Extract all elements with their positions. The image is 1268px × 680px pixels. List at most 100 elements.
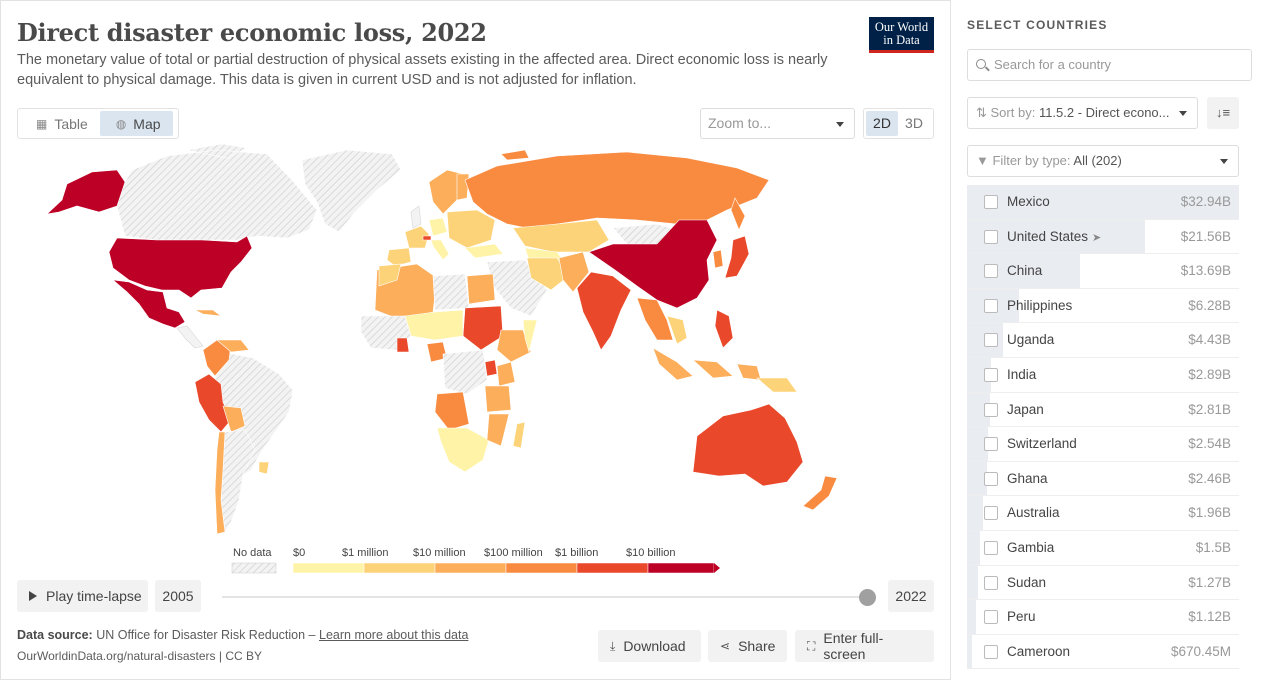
region-papua-new-guinea[interactable] — [756, 377, 798, 393]
timeline-track[interactable] — [222, 596, 868, 598]
region-india[interactable] — [576, 271, 632, 351]
region-cuba[interactable] — [194, 309, 223, 317]
region-iran[interactable] — [526, 257, 570, 291]
entity-checkbox[interactable] — [984, 644, 998, 659]
country-search-input[interactable]: Search for a country — [967, 49, 1252, 81]
entity-checkbox[interactable] — [984, 471, 998, 486]
region-korea[interactable] — [712, 249, 724, 269]
entity-checkbox[interactable] — [984, 264, 998, 279]
tab-table[interactable]: ▦ Table — [20, 111, 100, 136]
region-ghana[interactable] — [396, 337, 410, 353]
entity-row[interactable]: Cameroon $670.45M — [967, 634, 1239, 670]
region-spain[interactable] — [386, 247, 412, 267]
entity-checkbox[interactable] — [984, 540, 998, 555]
region-indonesia[interactable] — [652, 347, 762, 381]
region-switzerland[interactable] — [422, 235, 432, 241]
tab-map[interactable]: ◍ Map — [99, 111, 173, 136]
entity-row[interactable]: Switzerland $2.54B — [967, 427, 1239, 462]
region-egypt[interactable] — [466, 273, 496, 305]
entity-checkbox[interactable] — [984, 333, 998, 348]
start-year-label[interactable]: 2005 — [155, 580, 201, 612]
learn-more-link[interactable]: Learn more about this data — [319, 628, 469, 642]
fullscreen-button[interactable]: ⛶ Enter full-screen — [795, 630, 934, 662]
region-southeast-asia[interactable] — [636, 297, 674, 341]
region-uk[interactable] — [410, 205, 422, 229]
region-mozambique[interactable] — [486, 413, 510, 447]
entity-row[interactable]: India $2.89B — [967, 357, 1239, 393]
region-mexico[interactable] — [112, 279, 186, 329]
region-central-america[interactable] — [176, 325, 204, 349]
region-japan[interactable] — [724, 235, 750, 279]
region-australia[interactable] — [692, 403, 804, 487]
region-central-africa[interactable] — [442, 349, 488, 395]
filter-by-type-select[interactable]: ▼ Filter by type: All (202) — [967, 145, 1239, 177]
region-greenland[interactable] — [301, 149, 402, 233]
region-congo[interactable] — [434, 391, 470, 431]
region-kazakhstan[interactable] — [512, 219, 610, 253]
region-venezuela[interactable] — [216, 339, 250, 353]
license-url[interactable]: OurWorldinData.org/natural-disasters | C… — [17, 649, 262, 663]
entity-checkbox[interactable] — [984, 367, 998, 382]
download-button[interactable]: ⤓ Download — [598, 630, 701, 662]
region-kenya[interactable] — [496, 361, 516, 387]
region-finland[interactable] — [456, 173, 470, 201]
play-timelapse-button[interactable]: Play time-lapse — [17, 580, 148, 612]
region-germany[interactable] — [428, 217, 448, 237]
region-uruguay[interactable] — [258, 461, 270, 475]
entity-checkbox[interactable] — [984, 575, 998, 590]
world-map[interactable] — [17, 140, 935, 545]
entity-row[interactable]: Gambia $1.5B — [967, 530, 1239, 566]
sort-order-button[interactable]: ↓≡ — [1207, 97, 1239, 129]
region-united-states[interactable] — [108, 235, 253, 299]
entity-row[interactable]: China $13.69B — [967, 254, 1239, 289]
entity-checkbox[interactable] — [984, 229, 998, 244]
entity-row[interactable]: Uganda $4.43B — [967, 323, 1239, 358]
region-france[interactable] — [404, 225, 430, 249]
region-eastern-europe[interactable] — [446, 209, 496, 249]
entity-row[interactable]: Philippines $6.28B — [967, 288, 1239, 324]
region-canada[interactable] — [116, 143, 318, 241]
zoom-to-select[interactable]: Zoom to... — [700, 108, 855, 139]
region-alaska[interactable] — [46, 169, 126, 215]
region-uganda[interactable] — [484, 359, 498, 377]
entity-checkbox[interactable] — [984, 298, 998, 313]
projection-2d-button[interactable]: 2D — [866, 111, 898, 136]
entity-checkbox[interactable] — [984, 402, 998, 417]
region-arctic-islands[interactable] — [500, 149, 530, 161]
region-somalia[interactable] — [522, 319, 538, 354]
entity-checkbox[interactable] — [984, 437, 998, 452]
region-philippines[interactable] — [714, 309, 734, 349]
entity-row[interactable]: United States ➤ $21.56B — [967, 219, 1239, 255]
region-tanzania[interactable] — [484, 385, 512, 413]
entity-row[interactable]: Mexico $32.94B — [967, 185, 1239, 220]
region-thailand[interactable] — [666, 315, 688, 345]
region-russia[interactable] — [464, 151, 770, 229]
region-italy[interactable] — [430, 239, 450, 261]
entity-row[interactable]: Sudan $1.27B — [967, 565, 1239, 601]
region-turkey[interactable] — [464, 243, 504, 259]
entity-row[interactable]: Ghana $2.46B — [967, 461, 1239, 497]
entity-row[interactable]: Australia $1.96B — [967, 496, 1239, 531]
region-kamchatka[interactable] — [730, 197, 746, 231]
region-morocco[interactable] — [378, 263, 402, 287]
region-southern-africa[interactable] — [436, 427, 490, 473]
entity-row[interactable]: Japan $2.81B — [967, 392, 1239, 428]
region-sudan[interactable] — [462, 305, 504, 351]
region-madagascar[interactable] — [512, 421, 526, 449]
region-new-zealand[interactable] — [802, 475, 838, 511]
entity-checkbox[interactable] — [984, 610, 998, 625]
share-button[interactable]: ⋖ Share — [708, 630, 787, 662]
entity-checkbox[interactable] — [984, 506, 998, 521]
end-year-label[interactable]: 2022 — [888, 580, 934, 612]
region-libya[interactable] — [432, 273, 470, 311]
region-afghanistan-pakistan[interactable] — [558, 251, 590, 293]
region-ethiopia[interactable] — [496, 329, 532, 363]
projection-3d-button[interactable]: 3D — [905, 115, 923, 131]
timeline-handle[interactable] — [859, 589, 876, 606]
owid-logo[interactable]: Our World in Data — [869, 17, 934, 53]
region-china[interactable] — [588, 219, 718, 309]
region-chile[interactable] — [214, 431, 226, 535]
sort-by-select[interactable]: ⇅ Sort by: 11.5.2 - Direct econo... — [967, 97, 1198, 129]
entity-checkbox[interactable] — [984, 195, 998, 209]
region-bolivia[interactable] — [222, 405, 246, 433]
